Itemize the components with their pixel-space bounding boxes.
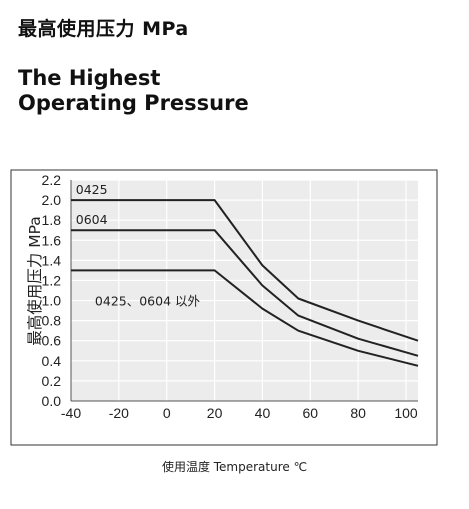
y-tick-label: 2.0 xyxy=(42,192,62,208)
x-tick-label: -20 xyxy=(109,405,129,421)
series-line-2 xyxy=(71,229,419,357)
y-tick-label: 0.6 xyxy=(42,333,62,349)
y-tick-label: 1.8 xyxy=(42,212,62,228)
series-label-1: 0425 xyxy=(76,182,108,197)
x-tick-label: -40 xyxy=(61,405,81,421)
x-tick-label: 20 xyxy=(207,405,223,421)
x-tick-label: 0 xyxy=(163,405,171,421)
page-title-cn: 最高使用压力 MPa xyxy=(18,18,189,40)
series-line-1 xyxy=(71,199,419,342)
x-tick-label: 100 xyxy=(394,405,418,421)
y-tick-label: 0.8 xyxy=(42,313,62,329)
page-title-en-line2: Operating Pressure xyxy=(18,91,249,115)
y-tick-label: 0.4 xyxy=(42,353,62,369)
series-line-3 xyxy=(71,269,419,367)
plot-background xyxy=(71,180,418,401)
series-label-3: 0425、0604 以外 xyxy=(95,294,201,309)
series-label-2: 0604 xyxy=(76,212,108,227)
x-tick-label: 60 xyxy=(303,405,319,421)
x-tick-label: 80 xyxy=(350,405,366,421)
y-tick-label: 1.4 xyxy=(42,252,62,268)
x-tick-label: 40 xyxy=(255,405,271,421)
y-axis-label: 最高使用压力 MPa xyxy=(26,216,44,345)
y-tick-label: 1.0 xyxy=(42,293,62,309)
y-tick-label: 0.0 xyxy=(42,393,62,409)
page-title-en-line1: The Highest xyxy=(18,66,161,90)
page-title-en: The Highest Operating Pressure xyxy=(18,66,249,116)
x-axis-label: 使用温度 Temperature ℃ xyxy=(161,460,308,474)
y-tick-label: 0.2 xyxy=(42,373,62,389)
y-tick-label: 1.6 xyxy=(42,232,62,248)
y-tick-label: 1.2 xyxy=(42,272,62,288)
y-tick-label: 2.2 xyxy=(42,172,62,188)
